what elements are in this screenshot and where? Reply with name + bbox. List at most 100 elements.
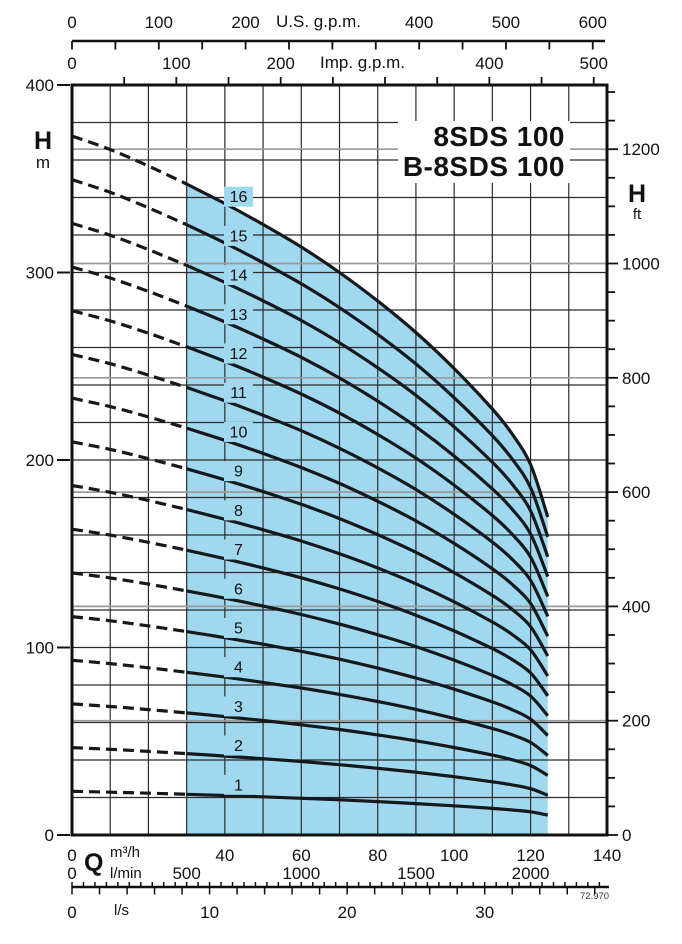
imp-gpm-tick-label: 400	[475, 54, 503, 73]
curve-label-box-12	[224, 343, 253, 364]
curve-label-box-5	[224, 617, 253, 638]
right-axis-h-label: H	[627, 180, 647, 208]
left-axis-m-unit: m	[35, 153, 51, 172]
curve-label-6: 6	[234, 581, 243, 598]
chart-title: 8SDS 100 B-8SDS 100	[397, 121, 570, 183]
curve-label-16: 16	[230, 189, 248, 206]
us-gpm-tick-label: 200	[231, 13, 259, 32]
curve-dashed-stage-10	[71, 396, 188, 430]
right-axis-unit: H ft	[617, 181, 657, 223]
curve-label-8: 8	[234, 503, 243, 520]
ft-axis-tick-label: 1200	[622, 140, 660, 159]
lmin-tick-label: 1000	[282, 864, 320, 883]
curve-dashed-stage-7	[71, 527, 187, 552]
ls-tick-label: 0	[67, 903, 76, 922]
q-axis-label: Q	[84, 849, 104, 877]
curve-stage-9	[186, 467, 550, 657]
curve-stage-16	[185, 182, 550, 518]
us-gpm-tick-label: 100	[145, 13, 173, 32]
ls-tick-label: 10	[200, 903, 219, 922]
chart-title-line1: 8SDS 100	[433, 121, 565, 152]
plot-border	[70, 83, 609, 837]
curve-stage-8	[186, 507, 550, 677]
m3h-tick-label: 40	[215, 846, 234, 865]
curve-label-14: 14	[230, 268, 248, 285]
curve-label-box-11	[224, 382, 253, 403]
left-axis-unit: H m	[24, 128, 62, 171]
curve-label-box-6	[224, 578, 253, 599]
curve-label-box-3	[224, 696, 253, 717]
curve-label-9: 9	[234, 464, 243, 481]
curve-dashed-stage-6	[71, 571, 187, 593]
m3h-tick-label: 120	[516, 846, 544, 865]
curve-dashed-stage-3	[71, 702, 187, 715]
curve-stage-10	[186, 426, 550, 638]
curve-label-box-16	[224, 186, 253, 207]
curve-label-11: 11	[230, 385, 247, 402]
curve-dashed-stage-14	[71, 221, 188, 267]
curve-stage-12	[186, 345, 550, 598]
m3h-tick-label: 0	[67, 846, 76, 865]
curve-dashed-stage-15	[71, 178, 188, 227]
m3h-tick-label: 80	[368, 846, 387, 865]
lmin-tick-label: 2000	[512, 864, 550, 883]
curve-stage-11	[186, 385, 550, 618]
curve-label-13: 13	[230, 307, 248, 324]
left-axis-h-label: H	[33, 127, 53, 155]
m-axis-tick-label: 200	[26, 451, 54, 470]
curve-label-10: 10	[230, 424, 248, 441]
curve-label-box-7	[224, 539, 253, 560]
curve-label-box-2	[224, 735, 253, 756]
us-gpm-axis-title: U.S. g.p.m.	[276, 12, 362, 31]
curve-stage-6	[186, 589, 550, 717]
curve-label-15: 15	[230, 228, 248, 245]
us-gpm-tick-label: 600	[579, 13, 607, 32]
us-gpm-tick-label: 0	[67, 13, 76, 32]
curve-stage-13	[185, 304, 550, 578]
m3h-axis-label: m³/h	[110, 844, 140, 861]
ls-tick-label: 20	[338, 903, 357, 922]
ft-axis-tick-label: 600	[622, 483, 650, 502]
m-axis-tick-label: 100	[26, 639, 54, 658]
curve-dashed-stage-16	[71, 134, 188, 186]
lmin-tick-label: 0	[67, 864, 76, 883]
m-axis-tick-label: 0	[45, 826, 54, 845]
curve-label-3: 3	[234, 699, 243, 716]
curve-stage-14	[185, 263, 550, 558]
curve-dashed-stage-12	[71, 309, 188, 349]
curve-label-5: 5	[234, 620, 243, 637]
imp-gpm-tick-label: 200	[267, 54, 295, 73]
ft-axis-tick-label: 200	[622, 712, 650, 731]
ft-axis-tick-label: 400	[622, 597, 650, 616]
curve-label-box-8	[224, 500, 253, 521]
curve-dashed-stage-11	[71, 352, 188, 389]
imp-gpm-tick-label: 500	[580, 54, 608, 73]
us-gpm-tick-label: 500	[492, 13, 520, 32]
curve-stage-3	[186, 711, 549, 777]
ls-axis-label: l/s	[114, 902, 129, 919]
lmin-axis-label: l/min	[110, 865, 142, 882]
m-axis-tick-label: 300	[26, 264, 54, 283]
curve-label-7: 7	[234, 542, 243, 559]
right-axis-ft-unit: ft	[632, 206, 642, 223]
lmin-tick-label: 500	[172, 864, 200, 883]
imp-gpm-tick-label: 100	[162, 54, 190, 73]
curve-label-box-1	[224, 774, 253, 795]
m3h-tick-label: 100	[440, 846, 468, 865]
curve-stage-1	[186, 792, 549, 817]
curve-dashed-stage-4	[71, 658, 187, 674]
lmin-tick-label: 1500	[397, 864, 435, 883]
ft-axis-tick-label: 800	[622, 369, 650, 388]
curve-dashed-stage-5	[71, 615, 187, 634]
m3h-tick-label: 140	[593, 846, 621, 865]
curve-label-2: 2	[234, 738, 243, 755]
imp-gpm-axis-title: Imp. g.p.m.	[320, 53, 406, 72]
curve-dashed-stage-9	[71, 440, 188, 471]
us-gpm-tick-label: 400	[405, 13, 433, 32]
curve-label-box-10	[224, 421, 253, 442]
m-axis-tick-label: 400	[26, 76, 54, 95]
imp-gpm-tick-label: 0	[67, 54, 76, 73]
ls-tick-label: 30	[475, 903, 494, 922]
